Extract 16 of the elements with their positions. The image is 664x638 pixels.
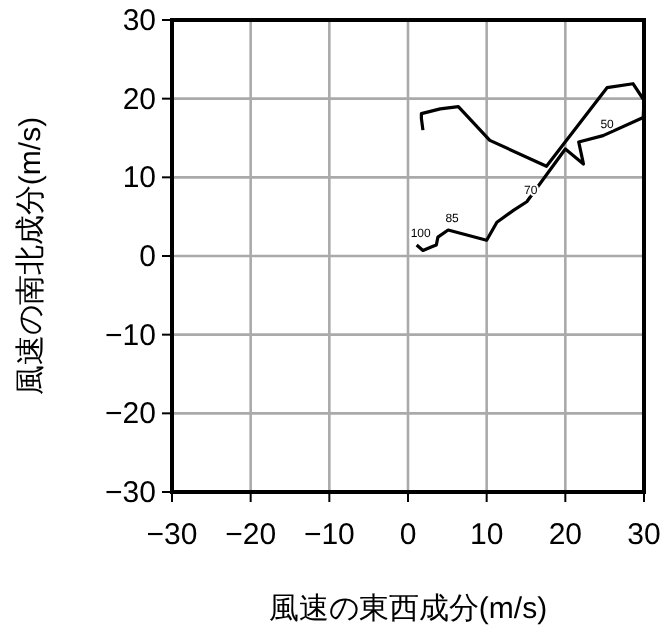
y-tick-label: 30: [122, 4, 156, 38]
y-tick-label: −10: [105, 318, 156, 353]
x-tick-label: −10: [303, 518, 355, 552]
y-tick-label: −30: [105, 476, 156, 510]
y-tick-label: −20: [105, 397, 156, 432]
y-axis-title: 風速の南北成分(m/s): [14, 116, 48, 396]
y-tick-label: 10: [122, 161, 156, 196]
x-tick-label: −30: [146, 518, 198, 552]
x-tick-label: 10: [469, 518, 504, 552]
x-tick-label: −20: [225, 518, 277, 552]
x-tick-label: 20: [548, 518, 583, 552]
y-tick-label: 0: [139, 240, 156, 274]
x-tick-label: 0: [399, 518, 417, 552]
y-tick-label: 20: [122, 82, 156, 117]
x-axis-title: 風速の東西成分(m/s): [268, 592, 548, 626]
x-tick-label: 30: [627, 518, 661, 552]
